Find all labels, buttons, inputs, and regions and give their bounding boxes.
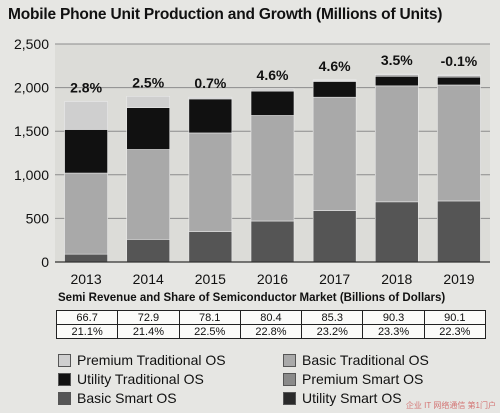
legend-label: Premium Smart OS (302, 371, 424, 387)
bar-segment (188, 96, 233, 100)
bar-segment (374, 75, 419, 87)
x-tick-label: 2017 (319, 271, 350, 287)
x-tick-label: 2013 (70, 271, 101, 287)
revenue-value-cell: 66.7 (55, 310, 119, 325)
legend-item: Utility Traditional OS (58, 371, 204, 387)
revenue-share-cell: 22.5% (178, 324, 241, 339)
legend-label: Utility Smart OS (302, 390, 402, 406)
bar-segment (250, 88, 295, 92)
revenue-share-cell: 23.2% (301, 324, 364, 339)
legend-label: Basic Traditional OS (302, 352, 429, 368)
legend-label: Premium Traditional OS (77, 352, 226, 368)
bar-segment (312, 81, 357, 98)
revenue-table-title: Semi Revenue and Share of Semiconductor … (58, 292, 446, 304)
bar-segment (437, 74, 481, 77)
revenue-value-cell: 90.1 (423, 310, 487, 325)
revenue-values-row: 66.7 72.9 78.1 80.4 85.3 90.3 90.1 (55, 310, 487, 325)
watermark: 企业 IT 网络通信 第1门户 (405, 401, 496, 410)
legend-swatch (283, 391, 296, 405)
legend-swatch (58, 391, 71, 405)
legend-swatch (283, 353, 296, 367)
bar-segment (437, 84, 481, 202)
legend-item: Premium Smart OS (283, 371, 423, 387)
bar-segment (126, 149, 171, 240)
growth-label: 2.5% (132, 74, 164, 90)
bar-segment (312, 210, 357, 263)
revenue-value-cell: 80.4 (239, 310, 303, 325)
growth-label: -0.1% (441, 53, 478, 69)
legend-swatch (58, 372, 71, 386)
bar-segment (374, 73, 419, 76)
y-tick-label: 2,500 (14, 36, 49, 52)
bar-segment (126, 239, 171, 263)
bar-segment (188, 231, 233, 263)
legend-item: Basic Traditional OS (283, 352, 429, 368)
chart-legend: Premium Traditional OS Basic Traditional … (48, 352, 498, 412)
revenue-value-cell: 90.3 (362, 310, 425, 325)
revenue-share-cell: 21.4% (117, 324, 180, 339)
y-tick-label: 500 (26, 210, 50, 226)
bar-segment (250, 90, 295, 116)
growth-label: 4.6% (257, 67, 289, 83)
legend-item: Utility Smart OS (283, 390, 402, 406)
bar-segment (312, 79, 357, 81)
bar-segment (126, 96, 171, 108)
revenue-value-cell: 85.3 (301, 310, 364, 325)
legend-item: Basic Smart OS (58, 390, 177, 406)
growth-label: 3.5% (381, 52, 413, 68)
bar-segment (64, 101, 108, 130)
y-tick-label: 2,000 (14, 80, 49, 96)
bar-segment (64, 253, 108, 263)
bar-segment (250, 220, 295, 263)
bar-segment (374, 201, 419, 263)
revenue-value-cell: 78.1 (178, 310, 241, 325)
chart-title: Mobile Phone Unit Production and Growth … (8, 6, 443, 23)
revenue-share-cell: 22.3% (423, 324, 487, 339)
growth-label: 2.8% (70, 80, 102, 96)
growth-label: 0.7% (194, 75, 226, 91)
legend-item: Premium Traditional OS (58, 352, 226, 368)
legend-swatch (58, 353, 71, 367)
bar-segment (188, 98, 233, 134)
y-tick-label: 1,000 (14, 167, 49, 183)
stacked-bar-chart: 0 500 1,000 1,500 2,000 2,500 2.8% 2013 2.5% 2014… (14, 36, 490, 287)
y-tick-label: 0 (41, 254, 49, 270)
revenue-share-cell: 22.8% (239, 324, 303, 339)
y-tick-label: 1,500 (14, 123, 49, 139)
legend-label: Basic Smart OS (77, 390, 177, 406)
bar-segment (374, 85, 419, 203)
revenue-value-cell: 72.9 (117, 310, 180, 325)
x-tick-label: 2016 (257, 271, 288, 287)
legend-swatch (283, 372, 296, 386)
x-tick-label: 2014 (133, 271, 164, 287)
legend-label: Utility Traditional OS (77, 371, 204, 387)
bar-segment (64, 172, 108, 255)
bar-segment (64, 129, 108, 174)
x-tick-label: 2019 (443, 271, 474, 287)
x-tick-label: 2015 (195, 271, 226, 287)
revenue-table: 66.7 72.9 78.1 80.4 85.3 90.3 90.1 21.1% 21.4% 2… (55, 310, 487, 339)
bar-segment (188, 132, 233, 232)
growth-label: 4.6% (319, 58, 351, 74)
revenue-share-cell: 21.1% (55, 324, 119, 339)
bar-segment (126, 107, 171, 150)
bar-segment (312, 96, 357, 211)
bar-segment (437, 76, 481, 86)
bar-segment (250, 115, 295, 222)
x-tick-label: 2018 (381, 271, 412, 287)
bar-segment (437, 200, 481, 263)
revenue-share-cell: 23.3% (362, 324, 425, 339)
revenue-shares-row: 21.1% 21.4% 22.5% 22.8% 23.2% 23.3% 22.3% (55, 324, 487, 339)
